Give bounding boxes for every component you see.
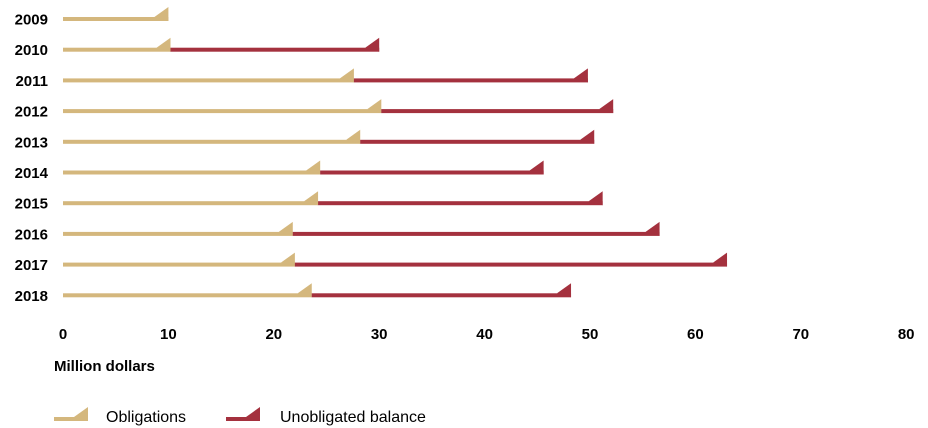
x-tick-label: 40 <box>476 326 493 343</box>
y-tick-label: 2012 <box>15 104 48 121</box>
x-tick-label: 50 <box>582 326 599 343</box>
bar-unobligated-balance <box>318 201 603 206</box>
bar-unobligated-balance <box>381 109 614 114</box>
x-tick-label: 0 <box>59 326 67 343</box>
legend-obligations: Obligations <box>54 407 186 426</box>
legend-label: Obligations <box>106 409 186 426</box>
y-axis-labels: 2009 2010 2011 2012 2013 2014 2015 2016 2017 2018 <box>15 12 49 305</box>
legend-swatch-bar <box>54 417 88 421</box>
x-tick-label: 60 <box>687 326 704 343</box>
x-tick-label: 80 <box>898 326 915 343</box>
y-tick-label: 2015 <box>15 196 48 213</box>
flag-obligations <box>346 129 361 144</box>
bar-obligations <box>63 109 382 114</box>
flag-obligations <box>278 221 293 236</box>
bar-unobligated-balance <box>170 47 380 52</box>
bar-obligations <box>63 170 321 175</box>
y-tick-label: 2010 <box>15 42 48 59</box>
x-tick-label: 70 <box>792 326 809 343</box>
flag-unobligated-balance <box>599 99 614 114</box>
bar-unobligated-balance <box>294 262 728 267</box>
flag-unobligated-balance <box>529 160 544 175</box>
x-axis-ticks: 0 10 20 30 40 50 60 70 80 <box>59 326 915 343</box>
y-tick-label: 2011 <box>15 73 48 90</box>
flag-obligations <box>367 99 382 114</box>
bar-obligations <box>63 139 361 144</box>
y-tick-label: 2016 <box>15 226 48 243</box>
legend-swatch-bar <box>226 417 260 421</box>
flag-unobligated-balance <box>580 129 595 144</box>
flag-obligations <box>280 252 295 267</box>
flag-obligations <box>304 191 319 206</box>
bar-unobligated-balance <box>311 293 572 298</box>
bar-unobligated-balance <box>353 78 588 83</box>
legend-unobligated-balance: Unobligated balance <box>226 407 426 426</box>
flag-obligations <box>339 68 354 83</box>
flag-unobligated-balance <box>713 252 728 267</box>
flag-unobligated-balance <box>365 37 380 52</box>
y-tick-label: 2014 <box>15 165 49 182</box>
bar-unobligated-balance <box>292 231 660 236</box>
bar-obligations <box>63 201 319 206</box>
bar-obligations <box>63 231 293 236</box>
bar-obligations <box>63 47 171 52</box>
bar-obligations <box>63 78 354 83</box>
y-tick-label: 2009 <box>15 12 48 29</box>
flag-obligations <box>306 160 321 175</box>
flag-unobligated-balance <box>573 68 588 83</box>
y-tick-label: 2013 <box>15 134 48 151</box>
legend-swatch-flag <box>246 407 260 421</box>
flag-unobligated-balance <box>588 191 603 206</box>
y-tick-label: 2018 <box>15 288 48 305</box>
flag-obligations <box>297 283 312 298</box>
y-tick-label: 2017 <box>15 257 48 274</box>
flag-obligations <box>156 37 171 52</box>
bar-unobligated-balance <box>320 170 544 175</box>
x-tick-label: 30 <box>371 326 388 343</box>
bar-obligations <box>63 17 169 21</box>
legend-swatch-flag <box>74 407 88 421</box>
x-tick-label: 10 <box>160 326 177 343</box>
x-axis-title: Million dollars <box>54 358 155 375</box>
bar-unobligated-balance <box>360 139 595 144</box>
legend: Obligations Unobligated balance <box>54 407 426 426</box>
flag-unobligated-balance <box>557 283 572 298</box>
x-tick-label: 20 <box>265 326 282 343</box>
bar-obligations <box>63 262 295 267</box>
flag-obligations <box>154 7 169 21</box>
bar-obligations <box>63 293 312 298</box>
bars <box>63 7 728 298</box>
legend-label: Unobligated balance <box>280 409 426 426</box>
flag-unobligated-balance <box>645 221 660 236</box>
